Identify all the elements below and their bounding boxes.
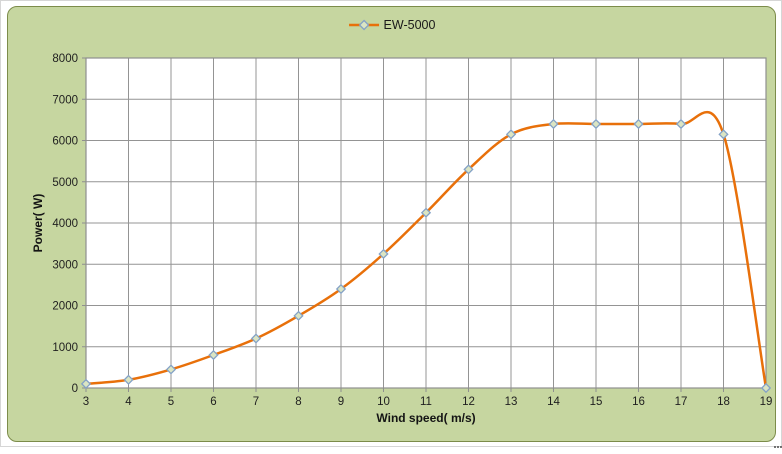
x-tick-label: 6 [210,396,216,408]
y-tick-label: 6000 [52,136,78,148]
data-point-marker[interactable] [548,118,559,130]
x-tick-label: 5 [168,396,174,408]
legend-series-label: EW-5000 [383,18,436,32]
x-tick-label: 17 [675,396,688,408]
y-tick-label: 1000 [52,342,78,354]
y-tick-label: 8000 [52,53,78,65]
y-tick-label: 2000 [52,301,78,313]
chart-legend[interactable]: EW-5000 [348,18,436,32]
data-point-marker[interactable] [208,349,219,361]
x-tick-label: 9 [338,396,344,408]
data-point-marker[interactable] [335,283,347,295]
y-tick-label: 3000 [52,259,78,271]
x-tick-label: 10 [377,396,390,408]
x-tick-label: 14 [547,396,560,408]
x-axis-title: Wind speed( m/s) [376,411,476,425]
x-tick-label: 11 [420,396,432,408]
data-point-marker[interactable] [505,129,517,140]
legend-line-marker-icon [348,19,380,31]
data-point-marker[interactable] [590,118,602,130]
chart-frame[interactable]: 3 4 5 6 7 8 9 10 11 12 13 14 15 16 17 18 19 0 1000 2000 3000… [7,6,776,442]
data-point-marker[interactable] [675,118,687,130]
y-tick-label: 5000 [52,177,78,189]
data-point-marker[interactable] [718,129,729,140]
x-tick-label: 13 [505,396,518,408]
data-point-marker[interactable] [420,207,432,218]
x-tick-label: 15 [590,396,603,408]
y-tick-label: 4000 [52,218,78,230]
data-point-marker[interactable] [293,310,304,321]
data-point-marker[interactable] [123,374,134,385]
x-tick-label: 18 [717,396,730,408]
data-point-marker[interactable] [633,118,644,130]
data-point-marker[interactable] [80,378,92,389]
x-tick-label: 4 [125,396,132,408]
x-tick-label: 12 [462,396,475,408]
y-tick-label: 7000 [52,94,78,106]
data-point-marker[interactable] [760,382,772,394]
x-tick-label: 7 [253,396,259,408]
data-point-marker[interactable] [250,333,262,344]
x-tick-label: 19 [760,396,773,408]
x-tick-label: 16 [632,396,645,408]
x-tick-label: 8 [295,396,301,408]
x-tick-label: 3 [83,396,89,408]
y-tick-label: 0 [72,383,78,395]
plot-area: 3 4 5 6 7 8 9 10 11 12 13 14 15 16 17 18 19 0 1000 2000 3000… [52,53,773,408]
data-point-marker[interactable] [165,364,177,375]
data-point-marker[interactable] [378,248,389,260]
y-axis-title: Power( W) [31,193,45,253]
data-point-marker[interactable] [463,164,474,175]
